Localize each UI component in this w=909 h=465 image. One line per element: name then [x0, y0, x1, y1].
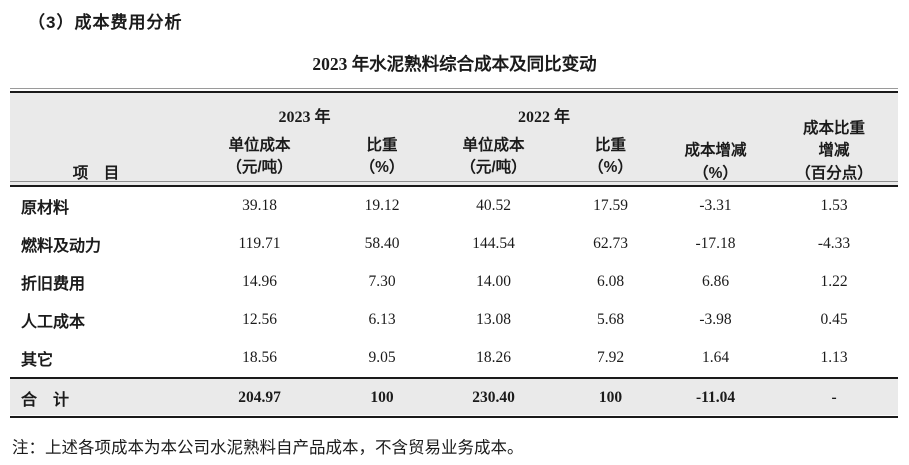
table-cell: 9.05: [337, 339, 428, 378]
table-cell: 7.92: [560, 339, 662, 378]
table-cell: 7.30: [337, 263, 428, 301]
table-cell: -: [770, 377, 899, 418]
table-cell: 12.56: [182, 301, 337, 339]
section-heading: （3）成本费用分析: [28, 13, 183, 32]
table-cell: -4.33: [770, 225, 899, 263]
table-header-sub-row: 单位成本 （元/吨） 比重 （%） 单位成本 （元/吨） 比重 （%）: [10, 129, 898, 187]
row-label: 人工成本: [10, 301, 182, 339]
table-cell: -3.31: [661, 186, 771, 225]
table-row-depreciation: 折旧费用 14.96 7.30 14.00 6.08 6.86 1.22: [10, 263, 899, 301]
header-share-change: 成本比重 增减 （百分点）: [770, 92, 899, 187]
header-item: 项 目: [10, 92, 182, 187]
table-cell: 13.08: [427, 301, 561, 339]
table-cell: 204.97: [182, 377, 337, 418]
table-cell: 1.22: [770, 263, 899, 301]
table-cell: 40.52: [427, 186, 561, 225]
table-cell: 0.45: [770, 301, 899, 339]
table-cell: 1.64: [661, 339, 771, 378]
table-cell: 1.53: [770, 186, 899, 225]
table-header-year-row: 项 目 2023 年 2022 年 成本增减 （%） 成本比重 增减 （百分点）: [10, 92, 899, 187]
table-cell: 6.08: [560, 263, 662, 301]
table-cell: 18.56: [182, 339, 337, 378]
table-cell: 62.73: [560, 225, 662, 263]
table-cell: 19.12: [337, 186, 428, 225]
header-share-2022: 比重 （%）: [560, 129, 662, 187]
table-row-total: 合 计 204.97 100 230.40 100 -11.04 -: [10, 377, 899, 418]
cost-table-wrapper: 项 目 2023 年 2022 年 成本增减 （%） 成本比重 增减 （百分点）…: [10, 88, 899, 418]
header-group-2023: 2023 年: [182, 92, 428, 129]
table-row-other: 其它 18.56 9.05 18.26 7.92 1.64 1.13: [10, 339, 899, 378]
table-cell: 100: [560, 377, 662, 418]
table-cell: 1.13: [770, 339, 899, 378]
row-label: 折旧费用: [10, 263, 182, 301]
table-cell: -3.98: [661, 301, 771, 339]
table-cell: 119.71: [182, 225, 337, 263]
table-row-labor-cost: 人工成本 12.56 6.13 13.08 5.68 -3.98 0.45: [10, 301, 899, 339]
table-row-fuel-power: 燃料及动力 119.71 58.40 144.54 62.73 -17.18 -…: [10, 225, 899, 263]
table-cell: 230.40: [427, 377, 561, 418]
row-label: 燃料及动力: [10, 225, 182, 263]
table-cell: -17.18: [661, 225, 771, 263]
table-cell: 6.13: [337, 301, 428, 339]
table-cell: 5.68: [560, 301, 662, 339]
row-label: 其它: [10, 339, 182, 378]
table-title: 2023 年水泥熟料综合成本及同比变动: [312, 54, 597, 74]
header-group-2022: 2022 年: [427, 92, 662, 129]
table-header: 项 目 2023 年 2022 年 成本增减 （%） 成本比重 增减 （百分点）…: [10, 92, 899, 187]
table-footnote: 注：上述各项成本为本公司水泥熟料自产品成本，不含贸易业务成本。: [12, 438, 524, 457]
table-cell: 144.54: [427, 225, 561, 263]
row-label: 原材料: [10, 186, 182, 225]
table-cell: 6.86: [661, 263, 771, 301]
table-row-raw-materials: 原材料 39.18 19.12 40.52 17.59 -3.31 1.53: [10, 186, 899, 225]
total-label: 合 计: [10, 377, 182, 418]
table-cell: 100: [337, 377, 428, 418]
table-body: 原材料 39.18 19.12 40.52 17.59 -3.31 1.53 燃…: [10, 186, 899, 418]
table-cell: 14.96: [182, 263, 337, 301]
table-cell: 58.40: [337, 225, 428, 263]
header-unit-cost-2023: 单位成本 （元/吨）: [182, 129, 337, 187]
header-unit-cost-2022: 单位成本 （元/吨）: [427, 129, 561, 187]
table-cell: 17.59: [560, 186, 662, 225]
header-share-2023: 比重 （%）: [337, 129, 428, 187]
header-cost-change: 成本增减 （%）: [661, 92, 771, 187]
cost-table: 项 目 2023 年 2022 年 成本增减 （%） 成本比重 增减 （百分点）…: [10, 91, 899, 418]
table-cell: -11.04: [661, 377, 771, 418]
table-cell: 18.26: [427, 339, 561, 378]
table-cell: 14.00: [427, 263, 561, 301]
table-cell: 39.18: [182, 186, 337, 225]
